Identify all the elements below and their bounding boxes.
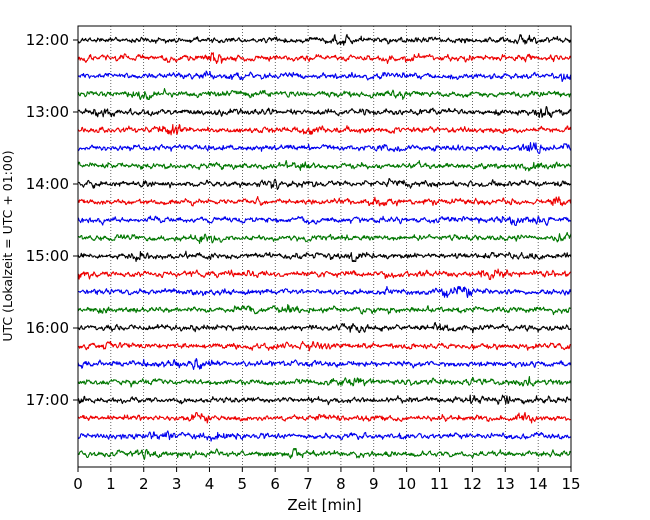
- y-tick-label: 14:00: [26, 175, 69, 193]
- trace-1645: [77, 375, 572, 388]
- trace-1445: [77, 231, 572, 244]
- x-tick-label: 0: [73, 475, 83, 493]
- trace-1730: [77, 430, 572, 442]
- trace-1600: [77, 321, 572, 334]
- trace-1200: [77, 33, 572, 46]
- x-tick-label: 15: [561, 475, 580, 493]
- y-tick-label: 16:00: [26, 319, 69, 337]
- y-tick-label: 17:00: [26, 391, 69, 409]
- trace-1415: [77, 195, 572, 207]
- x-tick-label: 9: [369, 475, 379, 493]
- plot-frame: [77, 25, 572, 468]
- trace-1715: [77, 411, 572, 424]
- trace-1700: [77, 394, 572, 406]
- trace-1230: [77, 70, 572, 83]
- trace-1215: [77, 52, 572, 65]
- x-tick-label: 4: [205, 475, 215, 493]
- trace-1615: [77, 340, 572, 352]
- y-tick-label: 12:00: [26, 31, 69, 49]
- trace-1345: [77, 159, 572, 172]
- x-tick-label: 14: [529, 475, 548, 493]
- trace-1530: [77, 285, 572, 299]
- x-tick-label: 7: [303, 475, 313, 493]
- x-axis-label: Zeit [min]: [287, 496, 361, 514]
- trace-1330: [77, 142, 572, 155]
- trace-1430: [77, 215, 572, 227]
- y-axis-label: UTC (Lokalzeit = UTC + 01:00): [0, 150, 15, 341]
- x-tick-label: 10: [397, 475, 416, 493]
- x-tick-label: 8: [336, 475, 346, 493]
- x-axis-ticks: 0 1 2 3 4 5 6 7 8 9 10 11 12 13 14 15: [73, 467, 581, 493]
- x-tick-label: 2: [139, 475, 149, 493]
- trace-1515: [77, 268, 572, 281]
- y-axis-ticks: 12:00 13:00 14:00 15:00 16:00 17:00: [26, 31, 78, 409]
- x-tick-label: 11: [430, 475, 449, 493]
- y-tick-label: 13:00: [26, 103, 69, 121]
- y-tick-label: 15:00: [26, 247, 69, 265]
- x-tick-label: 1: [106, 475, 116, 493]
- trace-layer: [77, 33, 572, 461]
- x-tick-label: 3: [172, 475, 182, 493]
- trace-1630: [77, 357, 572, 371]
- trace-1545: [77, 303, 572, 316]
- x-tick-label: 13: [496, 475, 515, 493]
- trace-1245: [77, 87, 572, 101]
- trace-1745: [77, 447, 572, 461]
- x-tick-label: 12: [463, 475, 482, 493]
- trace-1315: [77, 123, 572, 136]
- trace-1300: [77, 105, 572, 119]
- trace-1400: [77, 177, 572, 191]
- x-tick-label: 6: [270, 475, 280, 493]
- x-tick-label: 5: [238, 475, 248, 493]
- trace-1500: [77, 250, 572, 263]
